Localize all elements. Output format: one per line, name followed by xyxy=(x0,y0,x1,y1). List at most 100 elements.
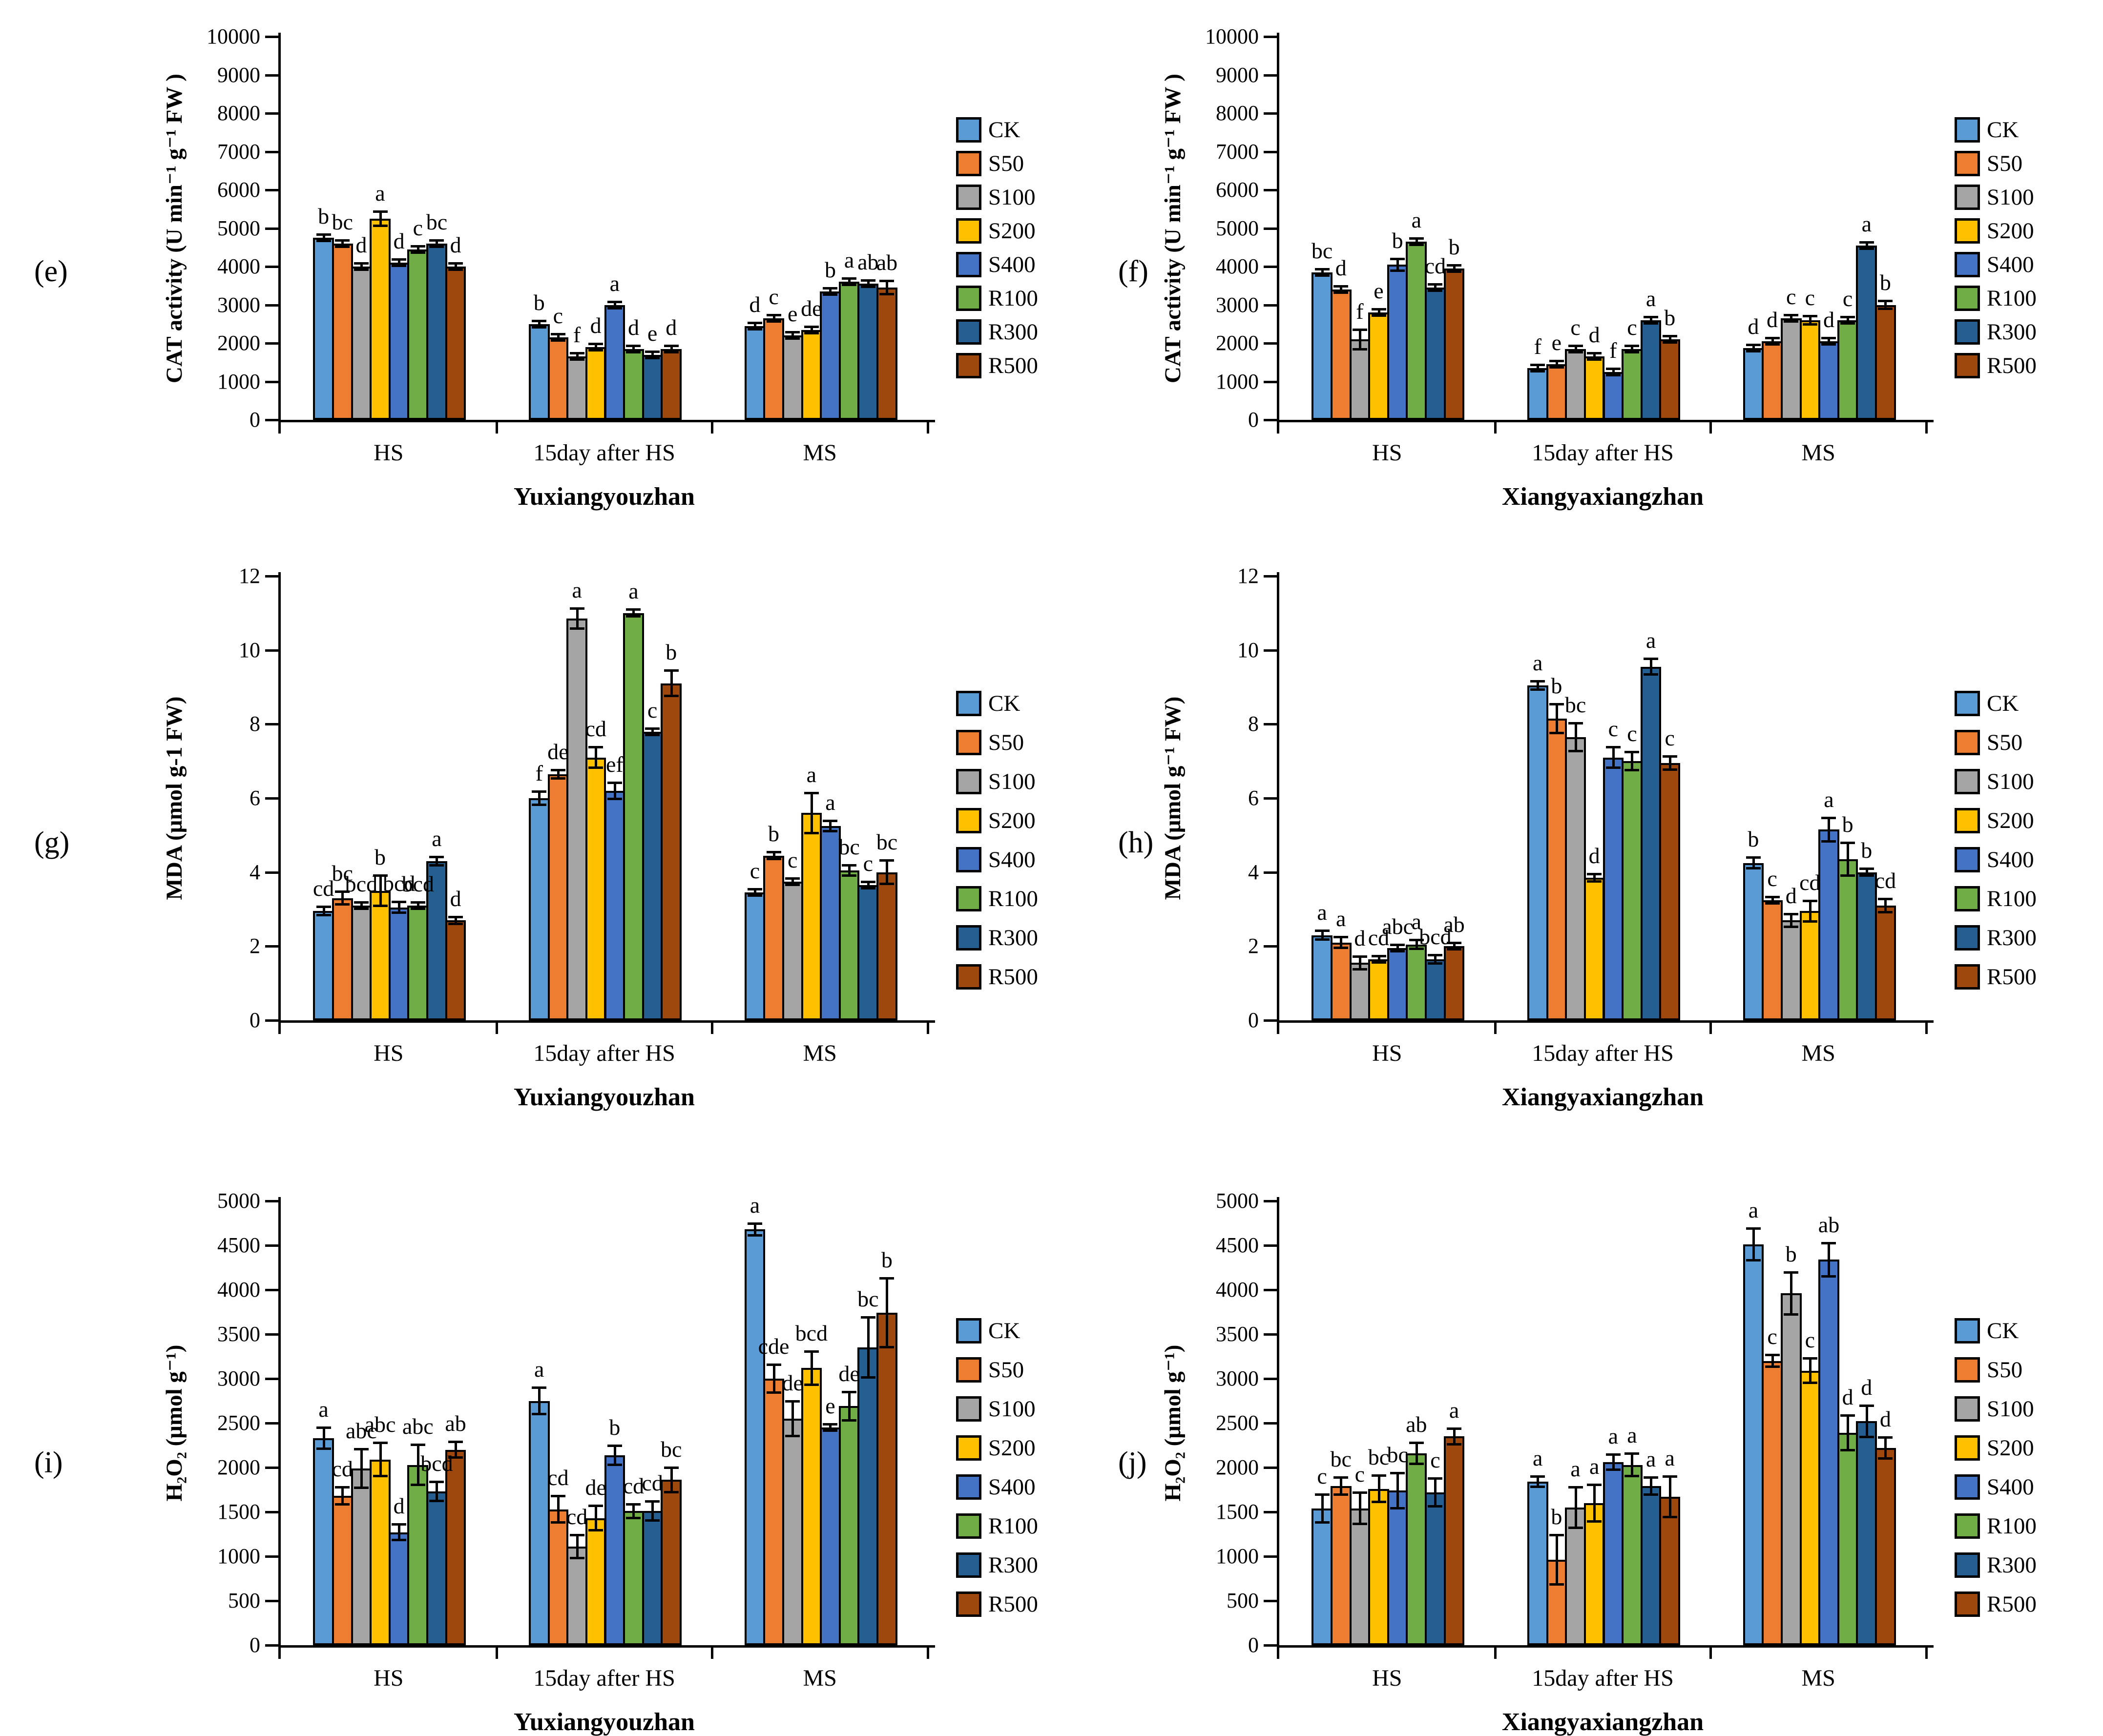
error-bar-cap-bottom xyxy=(1390,950,1405,953)
bar-S100-MS xyxy=(782,335,803,420)
error-bar-line xyxy=(1453,943,1456,950)
significance-letter: a xyxy=(1411,207,1422,232)
panel-letter: (i) xyxy=(34,1446,63,1479)
error-bar-line xyxy=(867,882,870,889)
significance-letter: a xyxy=(572,577,582,602)
legend-label: R100 xyxy=(988,886,1038,911)
legend-item-S100: S100 xyxy=(956,185,1036,210)
legend-label: S100 xyxy=(1987,185,2034,210)
error-bar-cap-bottom xyxy=(1859,247,1874,250)
y-tick-label: 1000 xyxy=(1216,1544,1259,1568)
y-tick-mark xyxy=(265,871,281,874)
y-tick-label: 2000 xyxy=(217,331,260,355)
error-bar-cap-bottom xyxy=(1644,322,1659,325)
significance-letter: d xyxy=(393,228,405,254)
error-bar-cap-top xyxy=(645,350,660,353)
error-bar-cap-bottom xyxy=(1352,1523,1367,1526)
bar-S200-HS xyxy=(1368,312,1389,420)
significance-letter: bc xyxy=(1387,1442,1408,1467)
error-bar-line xyxy=(1847,843,1850,876)
error-bar-cap-bottom xyxy=(1428,1505,1443,1508)
legend-item-S200: S200 xyxy=(956,1435,1036,1461)
bar-R100-MS xyxy=(838,282,860,420)
significance-letter: a xyxy=(1824,787,1834,812)
legend-swatch-S50 xyxy=(956,151,981,176)
error-bar-cap-bottom xyxy=(1802,323,1817,326)
error-bar-cap-bottom xyxy=(588,349,604,351)
bar-R300-15day-after-HS xyxy=(642,731,663,1020)
error-bar-line xyxy=(436,240,438,247)
legend-item-R300: R300 xyxy=(1955,1552,2037,1578)
error-bar-line xyxy=(398,259,401,267)
error-bar-cap-bottom xyxy=(1802,920,1817,923)
legend-swatch-R100 xyxy=(1955,886,1980,911)
bar-CK-MS xyxy=(744,326,766,420)
legend-label: S400 xyxy=(988,252,1036,277)
error-bar-cap-top xyxy=(860,1316,875,1319)
error-bar-cap-top xyxy=(550,1495,565,1498)
error-bar-cap-top xyxy=(354,262,369,265)
bar-R100-15day-after-HS xyxy=(623,1511,644,1645)
x-tick-mark xyxy=(278,420,281,434)
y-tick-label: 4500 xyxy=(217,1233,260,1257)
error-bar-line xyxy=(557,1496,560,1523)
chart-panel-i: (i) 0 500 1000 1500 2000 2500 3000 3500 4000 4500 5… xyxy=(34,1189,1038,1736)
error-bar-line xyxy=(1847,316,1850,324)
y-tick-mark xyxy=(1264,74,1279,77)
significance-letter: cd xyxy=(332,1456,353,1482)
bar-R100-15day-after-HS xyxy=(1622,349,1643,420)
y-tick-label: 12 xyxy=(1237,564,1259,588)
y-tick-label: 8 xyxy=(250,712,260,736)
error-bar-line xyxy=(1771,338,1774,345)
error-bar-cap-top xyxy=(1605,746,1621,749)
x-tick-mark xyxy=(495,1645,498,1659)
error-bar-line xyxy=(1771,896,1774,904)
error-bar-line xyxy=(1828,818,1831,842)
legend-label: S100 xyxy=(1987,1396,2034,1422)
error-bar-line xyxy=(1340,286,1343,293)
y-tick-mark xyxy=(265,1511,281,1513)
bar-CK-MS xyxy=(1743,863,1764,1020)
y-tick-mark xyxy=(1264,723,1279,726)
bar-S400-MS xyxy=(1818,1260,1839,1645)
legend-label: S400 xyxy=(1987,252,2034,277)
error-bar-cap-top xyxy=(645,727,660,730)
significance-letter: d xyxy=(1785,883,1797,908)
significance-letter: a xyxy=(1317,900,1327,925)
error-bar-cap-top xyxy=(1390,944,1405,947)
error-bar-line xyxy=(1668,756,1671,770)
y-tick-mark xyxy=(1264,1333,1279,1336)
error-bar-cap-top xyxy=(1314,930,1330,932)
legend-swatch-R100 xyxy=(1955,286,1980,311)
significance-letter: a xyxy=(1533,650,1543,675)
legend-swatch-CK xyxy=(956,691,981,716)
error-bar-cap-bottom xyxy=(550,777,565,780)
error-bar-cap-bottom xyxy=(823,293,838,296)
y-tick-label: 10 xyxy=(239,638,260,662)
legend-label: S200 xyxy=(988,1435,1036,1461)
significance-letter: e xyxy=(647,320,658,346)
error-bar-cap-bottom xyxy=(1878,910,1893,913)
error-bar-cap-bottom xyxy=(747,894,762,897)
legend-swatch-S400 xyxy=(1955,252,1980,277)
bar-S100-HS xyxy=(351,267,372,420)
error-bar-cap-top xyxy=(448,1441,463,1444)
error-bar-line xyxy=(1828,338,1831,345)
error-bar-cap-bottom xyxy=(1530,1486,1545,1488)
significance-letter: ef xyxy=(605,752,624,777)
legend-swatch-R500 xyxy=(956,1591,981,1617)
error-bar-cap-top xyxy=(316,906,331,909)
error-bar-line xyxy=(360,902,363,909)
legend-item-R300: R300 xyxy=(1955,319,2037,345)
bar-S200-HS xyxy=(370,890,391,1020)
error-bar-cap-top xyxy=(1784,313,1799,316)
error-bar-cap-top xyxy=(1878,898,1893,901)
legend-item-CK: CK xyxy=(1955,117,2019,143)
error-bar-line xyxy=(1847,1415,1850,1451)
legend-item-R300: R300 xyxy=(956,1552,1038,1578)
y-tick-mark xyxy=(265,945,281,948)
legend-swatch-R300 xyxy=(1955,925,1980,951)
error-bar-cap-bottom xyxy=(448,922,463,925)
error-bar-line xyxy=(436,1482,438,1502)
legend-swatch-CK xyxy=(1955,117,1980,143)
